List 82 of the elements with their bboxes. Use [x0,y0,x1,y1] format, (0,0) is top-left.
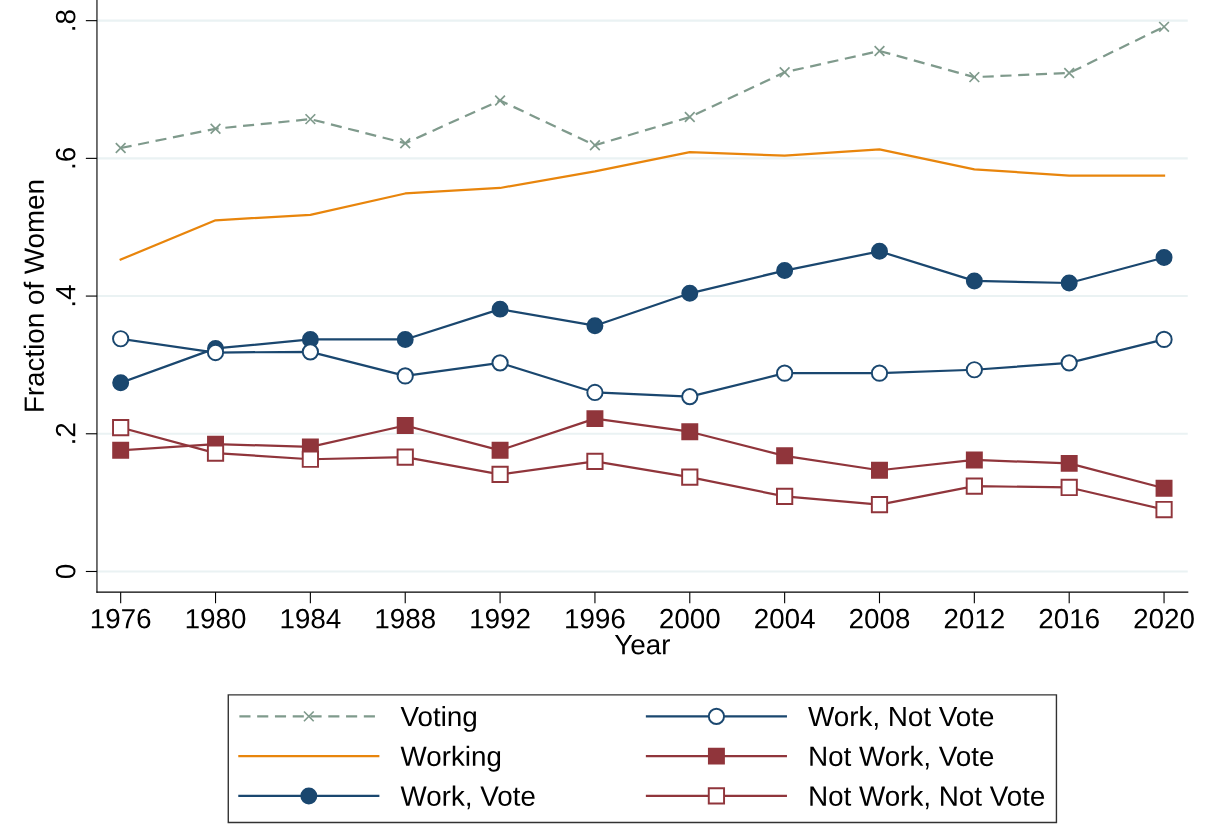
point [396,330,414,348]
point [1060,478,1078,497]
point [681,468,699,486]
legend-label: Work, Vote [400,785,535,810]
point [112,441,130,459]
x-tick-label: 1988 [376,608,435,629]
point [586,410,604,428]
point [209,123,222,135]
point [873,45,886,57]
point [112,374,130,392]
point [681,423,699,441]
point [681,387,699,406]
point [1155,330,1173,349]
point [491,300,509,318]
point [589,139,601,151]
x-tick-label: 2008 [849,608,910,629]
x-tick-label: 2016 [1039,608,1099,629]
point [871,461,888,479]
point [491,465,509,484]
point [586,317,604,335]
x-axis-title: Year [614,635,670,655]
x-tick-label: 2012 [944,608,1004,629]
x-tick-label: 1976 [91,608,151,629]
point [586,452,604,470]
point [684,111,696,123]
point [776,262,794,280]
y-axis-title: Fraction of Women [23,180,45,411]
x-tick-label: 2000 [660,608,720,629]
y-tick-label: .6 [55,148,76,168]
legend-label: Not Work, Vote [810,745,994,770]
point [114,142,127,154]
point [965,477,983,495]
point [1063,67,1075,79]
x-tick-label: 1984 [281,608,341,629]
point [304,113,317,125]
point [965,361,983,379]
point [965,272,983,290]
legend-label: Voting [400,705,476,732]
point [776,364,794,382]
x-tick-label: 2004 [755,608,815,629]
point [1060,274,1078,292]
point [206,343,225,362]
y-tick-label: .2 [55,423,76,443]
x-tick-label: 1980 [186,608,246,629]
point [586,383,604,402]
point [778,66,791,78]
point [870,496,889,514]
point [776,487,794,506]
point [396,367,414,385]
y-tick-label: .4 [56,285,76,306]
legend-label: Work, Not Vote [808,705,994,730]
point [1155,249,1173,266]
point [681,284,699,302]
point [399,137,411,149]
x-tick-label: 2020 [1134,608,1194,629]
point [396,417,414,434]
point [1060,454,1078,472]
point [396,448,414,466]
point [494,94,506,107]
y-tick-label: .8 [55,10,76,30]
point [776,447,794,465]
legend-label: Working [400,745,501,772]
point [1155,479,1173,497]
point [968,71,981,83]
point [301,450,319,468]
point [870,364,889,382]
point [871,242,888,260]
point [301,343,319,361]
point [206,444,225,462]
point [491,354,509,372]
point [1158,21,1170,33]
point [965,451,983,469]
point [112,330,130,348]
x-tick-label: 1992 [471,608,530,629]
x-tick-label: 1996 [566,608,625,629]
y-tick-label: 0 [55,564,76,579]
line-series [119,148,1166,261]
point [491,441,509,459]
point [1060,354,1078,372]
legend-label: Not Work, Not Vote [810,785,1045,810]
point [112,418,130,437]
point [1155,500,1173,519]
